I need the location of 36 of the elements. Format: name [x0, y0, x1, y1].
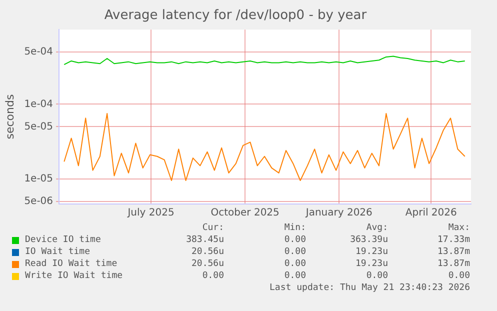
- text: 0.00: [283, 246, 306, 258]
- legend-label: Read IO Wait time: [25, 258, 118, 270]
- text: 17.33m: [436, 234, 470, 246]
- legend-label: IO Wait time: [25, 246, 90, 258]
- text: 0.00: [447, 270, 470, 282]
- y-tick-label: 5e-06: [24, 196, 54, 207]
- text: 383.45u: [185, 234, 224, 246]
- y-tick-label: 1e-04: [24, 98, 54, 110]
- text: Cur:: [201, 222, 224, 234]
- y-tick-label: 1e-05: [24, 173, 54, 184]
- legend-label: Write IO Wait time: [25, 270, 123, 282]
- text: 13.87m: [436, 258, 470, 270]
- text: 19.23u: [354, 258, 388, 270]
- text: 0.00: [283, 234, 306, 246]
- text: Max:: [447, 222, 470, 234]
- text: 0.00: [201, 270, 224, 282]
- text: 13.87m: [436, 246, 470, 258]
- legend-label: Device IO time: [25, 234, 101, 246]
- chart-title: Average latency for /dev/loop0 - by year: [104, 8, 368, 24]
- text: 20.56u: [190, 246, 224, 258]
- text: Avg:: [365, 222, 388, 234]
- text: Min:: [283, 222, 306, 234]
- text: 0.00: [365, 270, 388, 282]
- text: Last update: Thu May 21 23:40:23 2026: [268, 282, 470, 294]
- x-tick-label: October 2025: [210, 208, 280, 219]
- x-tick-label: April 2026: [405, 208, 457, 219]
- text: 0.00: [283, 258, 306, 270]
- x-tick-label: January 2026: [304, 208, 372, 219]
- text: 19.23u: [354, 246, 388, 258]
- text: 363.39u: [349, 234, 388, 246]
- x-tick-label: July 2025: [126, 208, 174, 219]
- y-tick-label: 5e-04: [24, 46, 54, 58]
- text: 0.00: [283, 270, 306, 282]
- y-tick-label: 5e-05: [24, 121, 54, 132]
- y-axis-title: seconds: [3, 94, 16, 140]
- text: 20.56u: [190, 258, 224, 270]
